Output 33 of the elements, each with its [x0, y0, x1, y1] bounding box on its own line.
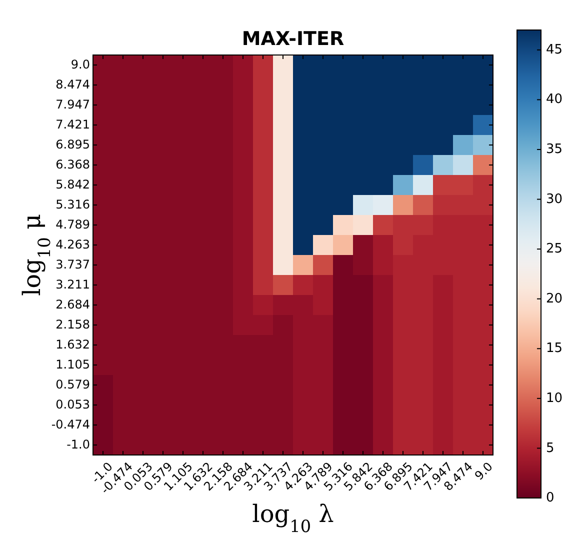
y-tick-label: 1.105 — [56, 357, 90, 372]
y-tick-label: 6.895 — [56, 137, 90, 152]
y-tick-label: -0.474 — [51, 417, 90, 432]
y-tick-label: 5.316 — [56, 197, 90, 212]
y-tick-label: 3.737 — [56, 257, 90, 272]
color-bar-label: 10 — [546, 390, 563, 406]
color-bar-label: 35 — [546, 142, 563, 158]
y-tick-label: 4.789 — [56, 217, 90, 232]
x-tick-label: 9.0 — [472, 459, 496, 483]
y-tick-label: 5.842 — [56, 177, 90, 192]
y-tick-label: 0.053 — [56, 397, 90, 412]
color-bar-label: 20 — [546, 291, 563, 306]
color-bar-label: 15 — [546, 341, 563, 356]
y-tick-label: 2.158 — [56, 317, 90, 332]
y-tick-label: 4.263 — [56, 237, 90, 252]
color-bar-label: 5 — [546, 440, 554, 456]
color-bar-label: 0 — [546, 490, 554, 506]
x-axis-title: log$_{10}$ λ — [252, 500, 334, 533]
y-tick-label: 0.579 — [56, 377, 90, 392]
y-tick-label: 3.211 — [56, 277, 90, 292]
chart-title: MAX-ITER — [242, 28, 344, 50]
y-tick-label: 9.0 — [70, 57, 90, 72]
color-bar-label: 40 — [546, 92, 563, 108]
y-tick-label: 8.474 — [56, 77, 90, 92]
y-tick-label: -1.0 — [66, 437, 90, 452]
y-tick-label: 1.632 — [56, 337, 90, 352]
y-tick-label: 7.947 — [56, 97, 90, 112]
color-bar-label: 25 — [546, 242, 563, 257]
y-tick-label: 6.368 — [56, 157, 90, 172]
y-tick-label: 7.421 — [56, 117, 90, 132]
y-tick-label: 2.684 — [56, 297, 90, 312]
color-bar-label: 30 — [546, 192, 563, 207]
color-bar-label: 45 — [546, 42, 563, 58]
